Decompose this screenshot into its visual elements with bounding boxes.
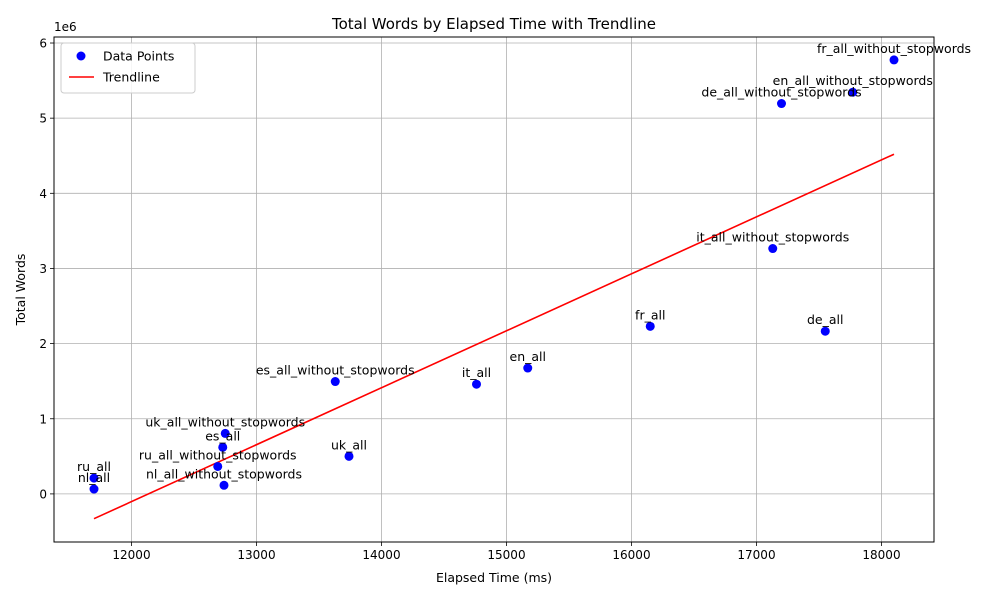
point-label: uk_all xyxy=(331,437,367,452)
x-tick-label: 18000 xyxy=(862,548,900,562)
y-tick-label: 5 xyxy=(39,112,47,126)
x-tick-label: 13000 xyxy=(237,548,275,562)
plot-area-frame xyxy=(53,36,935,543)
point-label: nl_all xyxy=(78,470,110,485)
y-tick-label: 0 xyxy=(39,487,47,501)
point-label: fr_all_without_stopwords xyxy=(817,41,971,56)
y-tick-label: 3 xyxy=(39,262,47,276)
x-tick-label: 17000 xyxy=(737,548,775,562)
chart-title: Total Words by Elapsed Time with Trendli… xyxy=(331,15,656,33)
y-axis-scale-label: 1e6 xyxy=(54,20,77,34)
point-label: it_all_without_stopwords xyxy=(696,230,849,245)
data-point xyxy=(219,480,229,490)
x-tick-label: 12000 xyxy=(112,548,150,562)
point-label: ru_all xyxy=(77,459,111,474)
data-point xyxy=(89,473,99,483)
point-label: en_all_without_stopwords xyxy=(773,73,933,88)
x-tick-label: 16000 xyxy=(612,548,650,562)
x-axis-ticks: 12000 13000 14000 15000 16000 17000 18000 xyxy=(112,542,901,562)
data-point xyxy=(768,244,778,254)
point-label: de_all_without_stopwords xyxy=(701,85,861,100)
y-tick-label: 2 xyxy=(39,337,47,351)
y-axis-label: Total Words xyxy=(13,254,28,327)
data-point xyxy=(213,461,223,471)
data-point xyxy=(218,442,228,452)
data-point xyxy=(220,428,230,438)
legend-label-points: Data Points xyxy=(103,49,174,64)
data-point xyxy=(523,363,533,373)
data-point xyxy=(848,87,858,97)
point-label: ru_all_without_stopwords xyxy=(139,447,297,462)
grid xyxy=(54,37,934,542)
data-point xyxy=(344,451,354,461)
data-point xyxy=(89,484,99,494)
y-axis-ticks: 0 1 2 3 4 5 6 xyxy=(39,37,54,501)
legend-frame xyxy=(60,42,196,94)
point-label: en_all xyxy=(510,349,546,364)
point-label: it_all xyxy=(462,365,491,380)
point-label: fr_all xyxy=(635,307,665,322)
point-label: uk_all_without_stopwords xyxy=(145,414,305,429)
y-tick-label: 1 xyxy=(39,412,47,426)
x-tick-label: 15000 xyxy=(487,548,525,562)
data-point xyxy=(777,99,786,109)
trendline xyxy=(93,153,895,520)
point-label: nl_all_without_stopwords xyxy=(146,466,302,481)
point-label: es_all_without_stopwords xyxy=(256,363,415,378)
x-axis-label: Elapsed Time (ms) xyxy=(436,570,552,585)
data-point xyxy=(645,321,655,331)
legend: Data Points Trendline xyxy=(60,42,196,94)
data-point xyxy=(820,326,830,336)
point-label: es_all xyxy=(205,428,240,443)
data-point xyxy=(472,379,481,389)
data-point xyxy=(889,55,899,65)
y-tick-label: 6 xyxy=(39,37,47,51)
data-point xyxy=(330,377,340,387)
y-tick-label: 4 xyxy=(39,187,47,201)
point-label: de_all xyxy=(807,312,843,327)
legend-marker-points xyxy=(76,51,86,61)
data-points xyxy=(89,55,899,494)
legend-label-trendline: Trendline xyxy=(102,70,160,85)
trendline-layer xyxy=(93,153,895,520)
x-tick-label: 14000 xyxy=(362,548,400,562)
